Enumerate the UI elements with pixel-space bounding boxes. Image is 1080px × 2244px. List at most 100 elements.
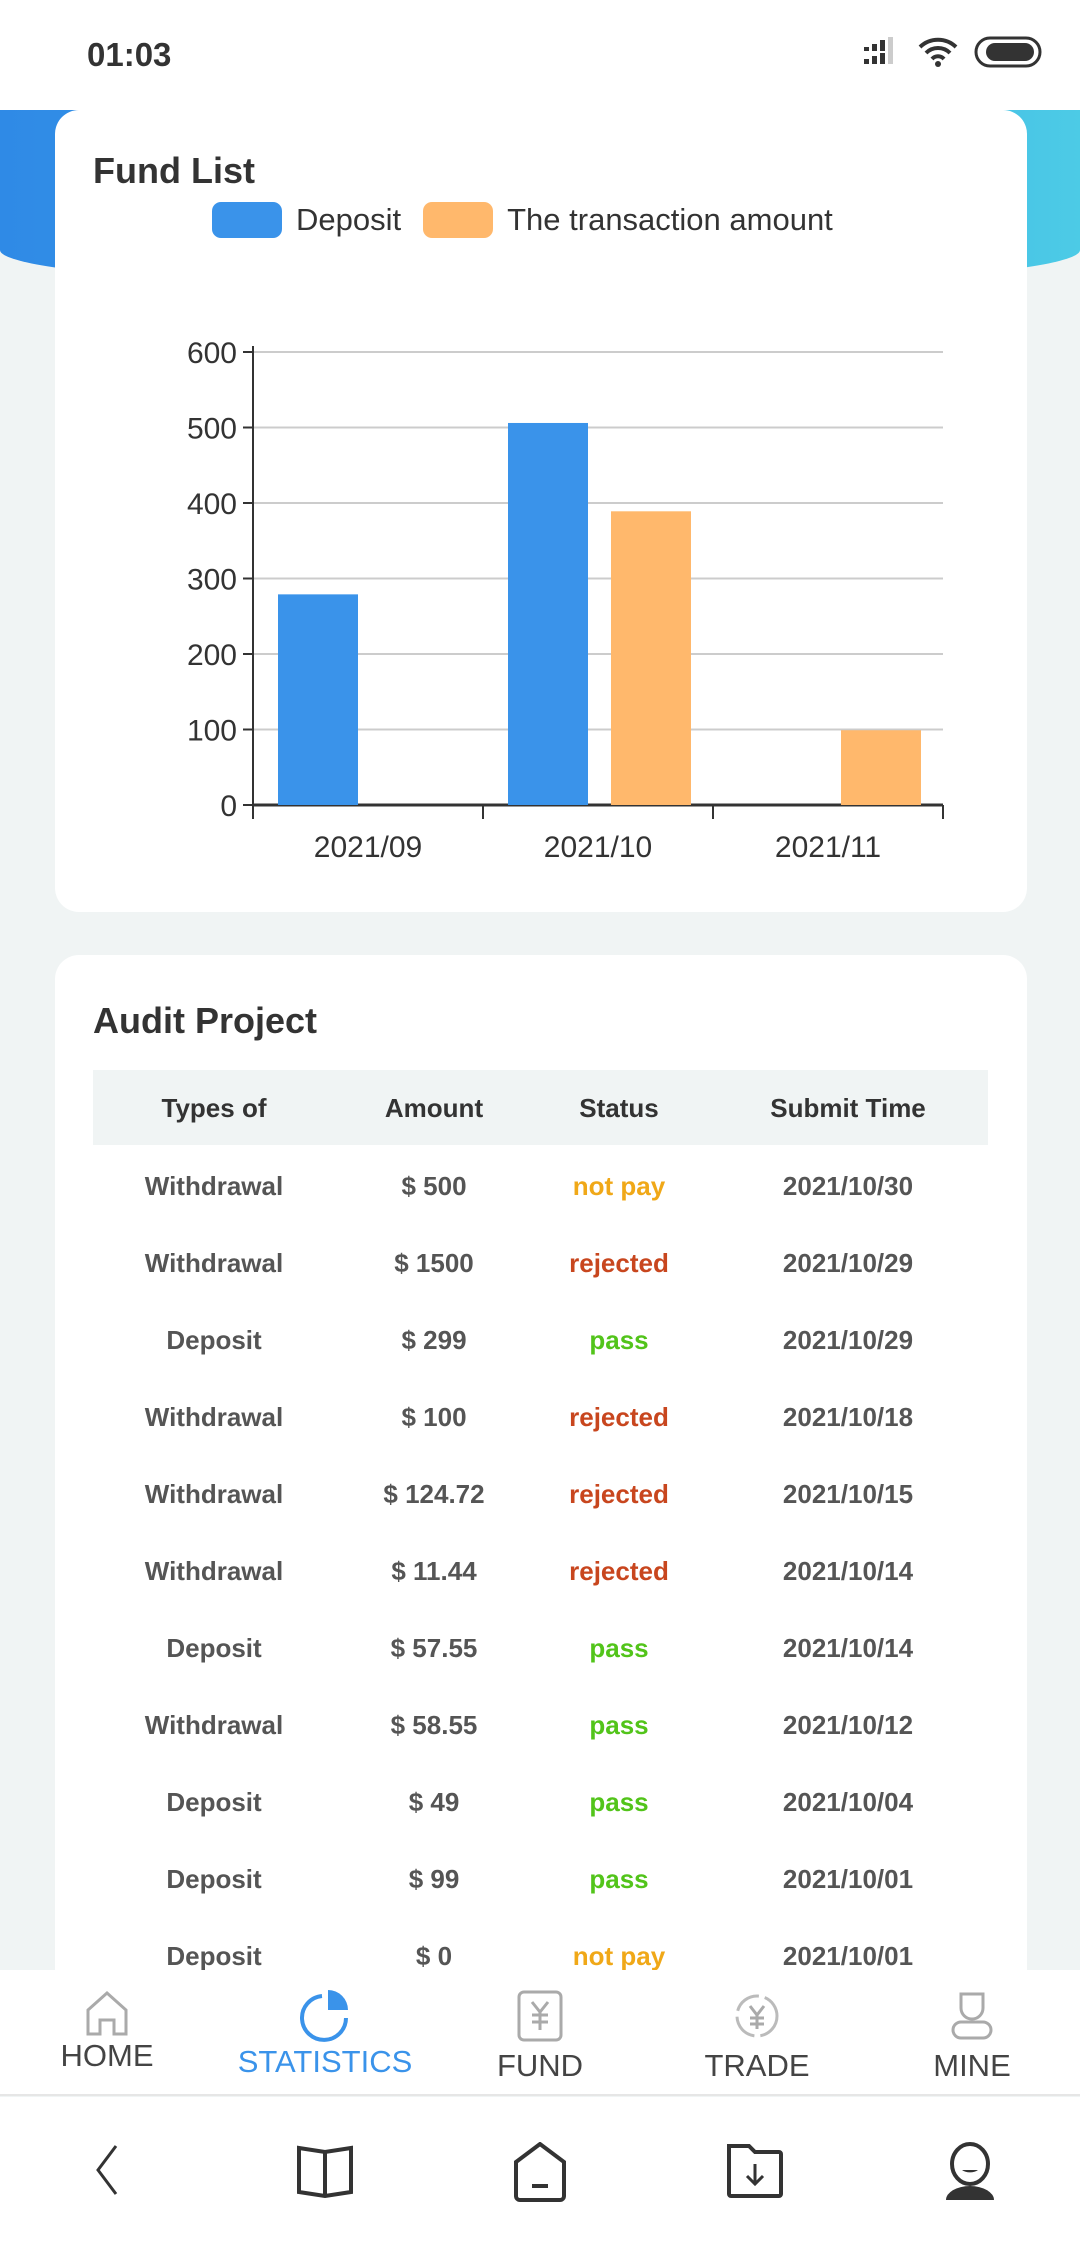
tab-label: TRADE: [704, 2048, 810, 2083]
legend-label-transaction[interactable]: The transaction amount: [507, 202, 833, 237]
cell-submit-time: 2021/10/29: [782, 1325, 914, 1355]
cell-submit-time: 2021/10/14: [782, 1556, 914, 1586]
tab-label: MINE: [933, 2048, 1011, 2083]
cell-amount: $ 11.44: [391, 1556, 477, 1586]
status-badge: not pay: [572, 1941, 666, 1971]
y-tick-label: 400: [187, 488, 237, 521]
status-time: 01:03: [87, 36, 172, 73]
header-status: Status: [579, 1093, 659, 1123]
cell-amount: $ 99: [408, 1864, 460, 1894]
cell-type: Withdrawal: [144, 1402, 284, 1432]
status-badge: pass: [589, 1864, 649, 1894]
cell-submit-time: 2021/10/18: [782, 1402, 914, 1432]
header-type: Types of: [161, 1093, 267, 1123]
cell-type: Withdrawal: [144, 1479, 284, 1509]
legend-label-deposit[interactable]: Deposit: [296, 202, 402, 237]
bar-transaction: [611, 511, 691, 805]
tab-trade[interactable]: TRADE: [657, 1970, 857, 2096]
bottom-tab-bar: HOME STATISTICS FUND TRADE MINE: [0, 1970, 1080, 2096]
y-tick-label: 0: [220, 790, 237, 823]
cell-type: Deposit: [166, 1864, 262, 1894]
bar-transaction: [841, 730, 921, 805]
yen-document-icon: [517, 1990, 563, 2042]
audit-project-card: Audit Project Types of Amount Status Submit…: [55, 955, 1027, 2055]
cell-type: Deposit: [166, 1325, 262, 1355]
y-tick-label: 300: [187, 564, 237, 597]
status-badge: pass: [589, 1787, 649, 1817]
book-icon[interactable]: [295, 2142, 355, 2198]
cell-amount: $ 0: [415, 1941, 453, 1971]
tab-fund[interactable]: FUND: [440, 1970, 640, 2096]
tab-home[interactable]: HOME: [7, 1970, 207, 2096]
cell-submit-time: 2021/10/01: [782, 1941, 914, 1971]
bar-deposit: [508, 422, 588, 805]
user-icon: [951, 1992, 993, 2040]
cell-submit-time: 2021/10/14: [782, 1633, 914, 1663]
y-tick-label: 100: [187, 715, 237, 748]
cell-amount: $ 100: [401, 1402, 467, 1432]
legend-swatch-transaction: [423, 202, 494, 238]
y-tick-label: 500: [187, 413, 237, 446]
fund-list-title: Fund List: [93, 150, 255, 191]
pie-chart-icon: [300, 1990, 348, 2042]
cell-amount: $ 1500: [394, 1248, 474, 1278]
cell-submit-time: 2021/10/12: [782, 1710, 914, 1740]
cell-amount: $ 500: [401, 1171, 467, 1201]
yen-exchange-icon: [735, 1994, 779, 2038]
home-outline-icon[interactable]: [510, 2142, 570, 2202]
battery-icon: [974, 36, 1042, 68]
bar-deposit: [278, 594, 358, 805]
status-badge: not pay: [572, 1171, 666, 1201]
table-header: [93, 1070, 988, 1145]
legend-swatch-deposit: [212, 202, 282, 238]
status-badge: pass: [589, 1710, 649, 1740]
download-folder-icon[interactable]: [725, 2142, 785, 2200]
cell-submit-time: 2021/10/15: [782, 1479, 914, 1509]
x-tick-label: 2021/11: [775, 831, 881, 864]
header-amount: Amount: [384, 1093, 484, 1123]
cell-amount: $ 57.55: [390, 1633, 478, 1663]
tab-mine[interactable]: MINE: [872, 1970, 1072, 2096]
audit-project-title: Audit Project: [93, 1000, 318, 1041]
cell-amount: $ 49: [408, 1787, 460, 1817]
status-badge: pass: [589, 1633, 649, 1663]
cell-type: Withdrawal: [144, 1171, 284, 1201]
y-tick-label: 200: [187, 639, 237, 672]
browser-nav-bar: [0, 2097, 1080, 2244]
y-tick-label: 600: [187, 337, 237, 370]
wifi-icon: [918, 37, 958, 67]
status-badge: rejected: [569, 1402, 669, 1432]
cell-amount: $ 58.55: [390, 1710, 478, 1740]
profile-icon[interactable]: [942, 2142, 998, 2202]
home-icon: [86, 1990, 128, 2036]
cell-submit-time: 2021/10/29: [782, 1248, 914, 1278]
tab-statistics[interactable]: STATISTICS: [225, 1970, 425, 2096]
cell-type: Deposit: [166, 1787, 262, 1817]
cell-type: Withdrawal: [144, 1710, 284, 1740]
header-submit-time: Submit Time: [770, 1093, 926, 1123]
cell-type: Deposit: [166, 1633, 262, 1663]
status-bar: 01:03: [0, 0, 1080, 110]
x-tick-label: 2021/10: [544, 831, 652, 864]
cell-submit-time: 2021/10/01: [782, 1864, 914, 1894]
cell-submit-time: 2021/10/30: [782, 1171, 914, 1201]
tab-label: FUND: [496, 2048, 584, 2083]
cell-amount: $ 299: [401, 1325, 467, 1355]
signal-icon: [864, 37, 893, 64]
tab-label: STATISTICS: [237, 2044, 413, 2079]
cell-amount: $ 124.72: [383, 1479, 485, 1509]
status-badge: pass: [589, 1325, 649, 1355]
back-icon[interactable]: [88, 2142, 128, 2198]
bar-chart: 0 100 200 300 400 500 600 2021/09 2021/10 2021/11: [187, 337, 944, 864]
status-badge: rejected: [569, 1556, 669, 1586]
chart-legend: Deposit The transaction amount: [212, 202, 833, 238]
status-badge: rejected: [569, 1248, 669, 1278]
x-tick-label: 2021/09: [314, 831, 422, 864]
cell-type: Withdrawal: [144, 1248, 284, 1278]
status-badge: rejected: [569, 1479, 669, 1509]
cell-type: Deposit: [166, 1941, 262, 1971]
tab-label: HOME: [60, 2038, 154, 2073]
cell-submit-time: 2021/10/04: [782, 1787, 914, 1817]
fund-list-card: Fund List Deposit The transaction amount…: [55, 110, 1027, 912]
cell-type: Withdrawal: [144, 1556, 284, 1586]
